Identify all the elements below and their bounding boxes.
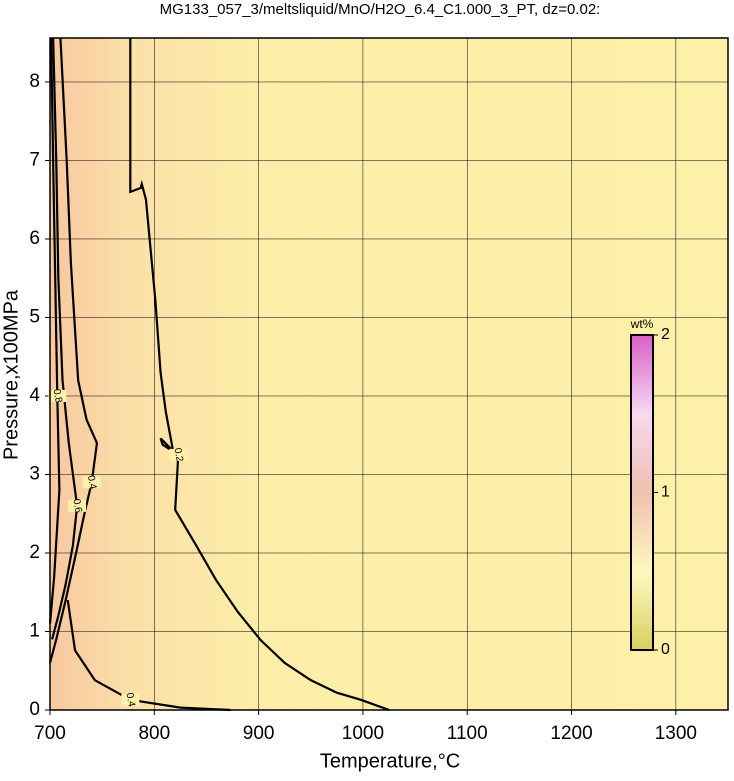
x-tick-label: 900	[243, 723, 275, 744]
contour-line	[48, 37, 99, 664]
y-tick-label: 0	[29, 699, 40, 720]
y-tick-label: 4	[29, 385, 40, 406]
contour-label: 0.4	[124, 692, 137, 708]
contour-label: 0.6	[70, 498, 83, 514]
contour-label: 0.2	[172, 447, 185, 463]
contour-label-bg	[82, 476, 101, 489]
y-tick-label: 5	[29, 306, 40, 327]
contour-line	[66, 599, 231, 712]
contour-label-bg	[121, 693, 140, 706]
contour-label-bg	[68, 499, 87, 512]
y-axis-label: Pressure,x100MPa	[0, 289, 22, 460]
chart-title: MG133_057_3/meltsliquid/MnO/H2O_6.4_C1.0…	[160, 1, 601, 18]
x-tick-label: 800	[138, 723, 170, 744]
contour-label-bg	[48, 389, 67, 402]
contour-label-bg	[169, 448, 188, 461]
y-tick-label: 6	[29, 228, 40, 249]
colorbar-tick-label: 1	[661, 484, 670, 501]
contour-label: 0.8	[51, 388, 64, 404]
colorbar-tick-label: 0	[661, 641, 670, 658]
x-tick-label: 1200	[550, 723, 592, 744]
x-tick-label: 1100	[447, 723, 488, 744]
x-tick-label: 1300	[655, 723, 697, 744]
plot-frame	[49, 37, 729, 711]
y-tick-label: 3	[29, 464, 40, 485]
y-tick-label: 2	[29, 542, 40, 563]
contour-label: 0.4	[85, 475, 98, 491]
colorbar-label: wt%	[630, 317, 654, 331]
colorbar-tick-label: 2	[661, 326, 670, 343]
x-axis-label: Temperature,°C	[320, 750, 460, 772]
contour-line	[51, 37, 79, 640]
y-tick-label: 8	[29, 71, 40, 92]
plot-background	[50, 38, 728, 710]
colorbar	[630, 334, 654, 651]
y-tick-label: 7	[29, 149, 40, 170]
y-tick-label: 1	[29, 621, 40, 642]
x-tick-label: 700	[34, 723, 66, 744]
x-tick-label: 1000	[342, 723, 384, 744]
